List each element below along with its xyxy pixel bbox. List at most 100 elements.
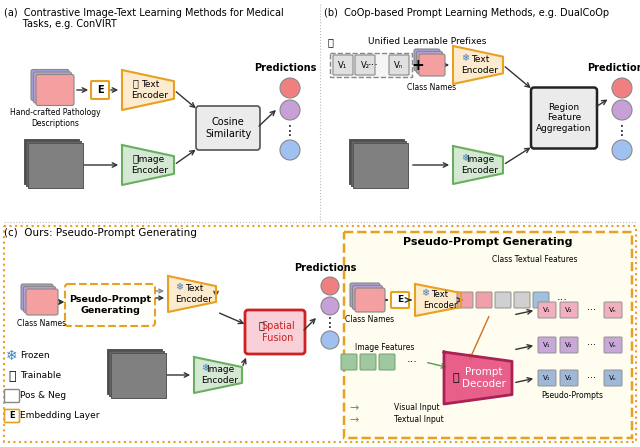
Text: E: E — [97, 85, 103, 95]
Text: →: → — [349, 403, 358, 413]
FancyBboxPatch shape — [4, 389, 19, 402]
Polygon shape — [415, 284, 461, 316]
FancyBboxPatch shape — [389, 55, 409, 75]
Text: Class Names: Class Names — [346, 316, 395, 325]
Text: V₁: V₁ — [339, 60, 348, 69]
FancyBboxPatch shape — [514, 292, 530, 308]
FancyBboxPatch shape — [538, 370, 556, 386]
FancyBboxPatch shape — [604, 370, 622, 386]
FancyBboxPatch shape — [24, 287, 56, 312]
Text: V₁: V₁ — [543, 342, 551, 348]
Text: 🔥: 🔥 — [452, 373, 460, 383]
Text: V₁: V₁ — [543, 307, 551, 313]
FancyBboxPatch shape — [21, 284, 53, 310]
FancyBboxPatch shape — [360, 354, 376, 370]
Text: Class Names: Class Names — [17, 319, 67, 328]
FancyBboxPatch shape — [476, 292, 492, 308]
Text: +: + — [412, 58, 424, 72]
Polygon shape — [444, 352, 512, 404]
Circle shape — [280, 78, 300, 98]
Circle shape — [612, 100, 632, 120]
Text: ···: ··· — [406, 357, 417, 367]
Text: Vₙ: Vₙ — [609, 375, 617, 381]
Text: Text
Encoder: Text Encoder — [175, 284, 212, 304]
FancyBboxPatch shape — [196, 106, 260, 150]
Text: (a)  Contrastive Image-Text Learning Methods for Medical: (a) Contrastive Image-Text Learning Meth… — [4, 8, 284, 18]
Text: 🔥: 🔥 — [132, 153, 138, 163]
FancyBboxPatch shape — [538, 302, 556, 318]
FancyBboxPatch shape — [604, 302, 622, 318]
Text: Embedding Layer: Embedding Layer — [20, 412, 99, 421]
Text: →: → — [349, 415, 358, 425]
Text: Text
Encoder: Text Encoder — [423, 290, 457, 310]
Text: ···: ··· — [586, 305, 595, 315]
Text: 🔥: 🔥 — [132, 78, 138, 88]
Text: 🔥: 🔥 — [327, 37, 333, 47]
FancyBboxPatch shape — [350, 283, 380, 307]
Bar — [109, 350, 163, 396]
Text: Frozen: Frozen — [20, 351, 50, 360]
FancyBboxPatch shape — [4, 409, 19, 422]
Polygon shape — [453, 46, 503, 84]
Circle shape — [612, 140, 632, 160]
Text: Class Names: Class Names — [408, 84, 456, 93]
FancyBboxPatch shape — [560, 302, 578, 318]
Circle shape — [280, 140, 300, 160]
FancyBboxPatch shape — [495, 292, 511, 308]
FancyBboxPatch shape — [414, 49, 440, 71]
Text: ···: ··· — [586, 373, 595, 383]
FancyBboxPatch shape — [560, 337, 578, 353]
Text: ···: ··· — [586, 340, 595, 350]
Text: V₂: V₂ — [565, 307, 573, 313]
Text: ⋮: ⋮ — [615, 124, 629, 138]
Bar — [26, 140, 81, 186]
FancyBboxPatch shape — [26, 289, 58, 315]
Text: V₂: V₂ — [565, 342, 573, 348]
FancyBboxPatch shape — [531, 88, 597, 148]
Text: Pseudo-Prompt Generating: Pseudo-Prompt Generating — [403, 237, 573, 247]
Polygon shape — [122, 70, 174, 110]
FancyBboxPatch shape — [604, 337, 622, 353]
FancyBboxPatch shape — [355, 288, 385, 312]
Text: Pseudo-Prompts: Pseudo-Prompts — [541, 391, 603, 400]
Text: 🔥: 🔥 — [8, 370, 16, 383]
Bar — [351, 140, 406, 186]
Text: Prompt
Decoder: Prompt Decoder — [462, 367, 506, 389]
Text: Image Features: Image Features — [355, 343, 415, 353]
Text: Trainable: Trainable — [20, 371, 61, 380]
Text: ⋮: ⋮ — [283, 124, 297, 138]
Text: ❄: ❄ — [6, 349, 18, 363]
Text: ❄: ❄ — [201, 363, 209, 373]
Text: Hand-crafted Pathology
Descriptions: Hand-crafted Pathology Descriptions — [10, 108, 100, 128]
FancyBboxPatch shape — [417, 51, 442, 73]
Text: Textual Input: Textual Input — [394, 416, 444, 425]
Text: E: E — [9, 412, 15, 421]
FancyBboxPatch shape — [355, 55, 375, 75]
Text: ···: ··· — [557, 295, 568, 305]
FancyBboxPatch shape — [457, 292, 473, 308]
Text: E: E — [397, 295, 403, 304]
Text: Predictions: Predictions — [294, 263, 356, 273]
FancyBboxPatch shape — [33, 72, 72, 103]
Bar — [111, 353, 166, 397]
Text: Predictions: Predictions — [587, 63, 640, 73]
Bar — [330, 53, 412, 77]
Circle shape — [321, 331, 339, 349]
Text: 🔥: 🔥 — [258, 320, 264, 330]
Text: Spatial
Fusion: Spatial Fusion — [261, 321, 295, 343]
Bar — [349, 139, 403, 184]
Text: Text
Encoder: Text Encoder — [461, 55, 499, 75]
FancyBboxPatch shape — [391, 292, 409, 308]
Text: Class Textual Features: Class Textual Features — [492, 256, 578, 265]
Text: V₂: V₂ — [565, 375, 573, 381]
Circle shape — [612, 78, 632, 98]
Text: V₂: V₂ — [360, 60, 369, 69]
Text: Vₙ: Vₙ — [609, 342, 617, 348]
Text: ❄: ❄ — [421, 288, 429, 298]
Text: Cosine
Similarity: Cosine Similarity — [205, 117, 251, 139]
Text: Tasks, e.g. ConVIRT: Tasks, e.g. ConVIRT — [4, 19, 116, 29]
Text: Vₙ: Vₙ — [609, 307, 617, 313]
FancyBboxPatch shape — [333, 55, 353, 75]
Text: Pseudo-Prompt
Generating: Pseudo-Prompt Generating — [69, 295, 151, 315]
FancyBboxPatch shape — [341, 354, 357, 370]
